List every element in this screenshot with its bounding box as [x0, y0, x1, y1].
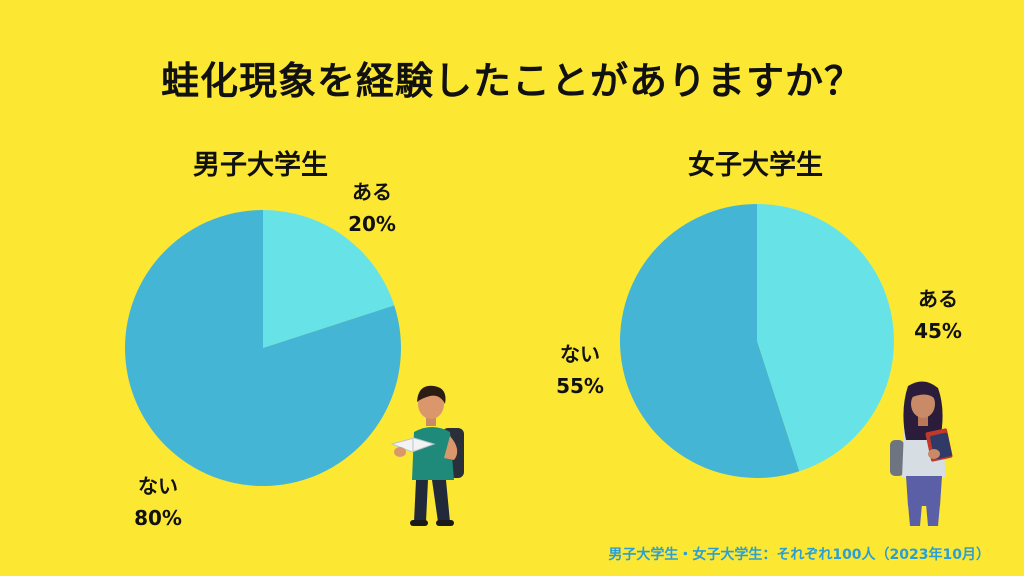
slice-label-male-nai: ない 80%: [118, 470, 198, 534]
slice-label-female-aru: ある 45%: [898, 283, 978, 347]
slice-name: ない: [138, 474, 178, 498]
pie-slice-female-nai: [620, 204, 800, 478]
pie-slice-male-nai: [125, 210, 401, 486]
chart-title-female: 女子大学生: [688, 150, 823, 181]
chart-title-male: 男子大学生: [193, 150, 328, 181]
pie-slice-male-aru: [263, 210, 395, 348]
slice-name: ない: [560, 342, 600, 366]
slice-label-male-aru: ある 20%: [332, 176, 412, 240]
slice-name: ある: [352, 180, 392, 204]
slice-label-female-nai: ない 55%: [540, 338, 620, 402]
pie-chart-male: [125, 210, 401, 486]
chart-main-title: 蛙化現象を経験したことがありますか？: [160, 59, 863, 103]
female-student-holding-books-illustration: [890, 381, 953, 526]
slice-percent: 80%: [134, 506, 182, 530]
male-student-reading-illustration: [390, 385, 464, 526]
pie-slice-female-aru: [757, 204, 894, 472]
slice-name: ある: [918, 287, 958, 311]
pie-chart-female: [620, 204, 894, 478]
slice-percent: 55%: [556, 374, 604, 398]
survey-footnote: 男子大学生・女子大学生：それぞれ100人（2023年10月）: [608, 547, 990, 563]
slice-percent: 45%: [914, 319, 962, 343]
slice-percent: 20%: [348, 212, 396, 236]
